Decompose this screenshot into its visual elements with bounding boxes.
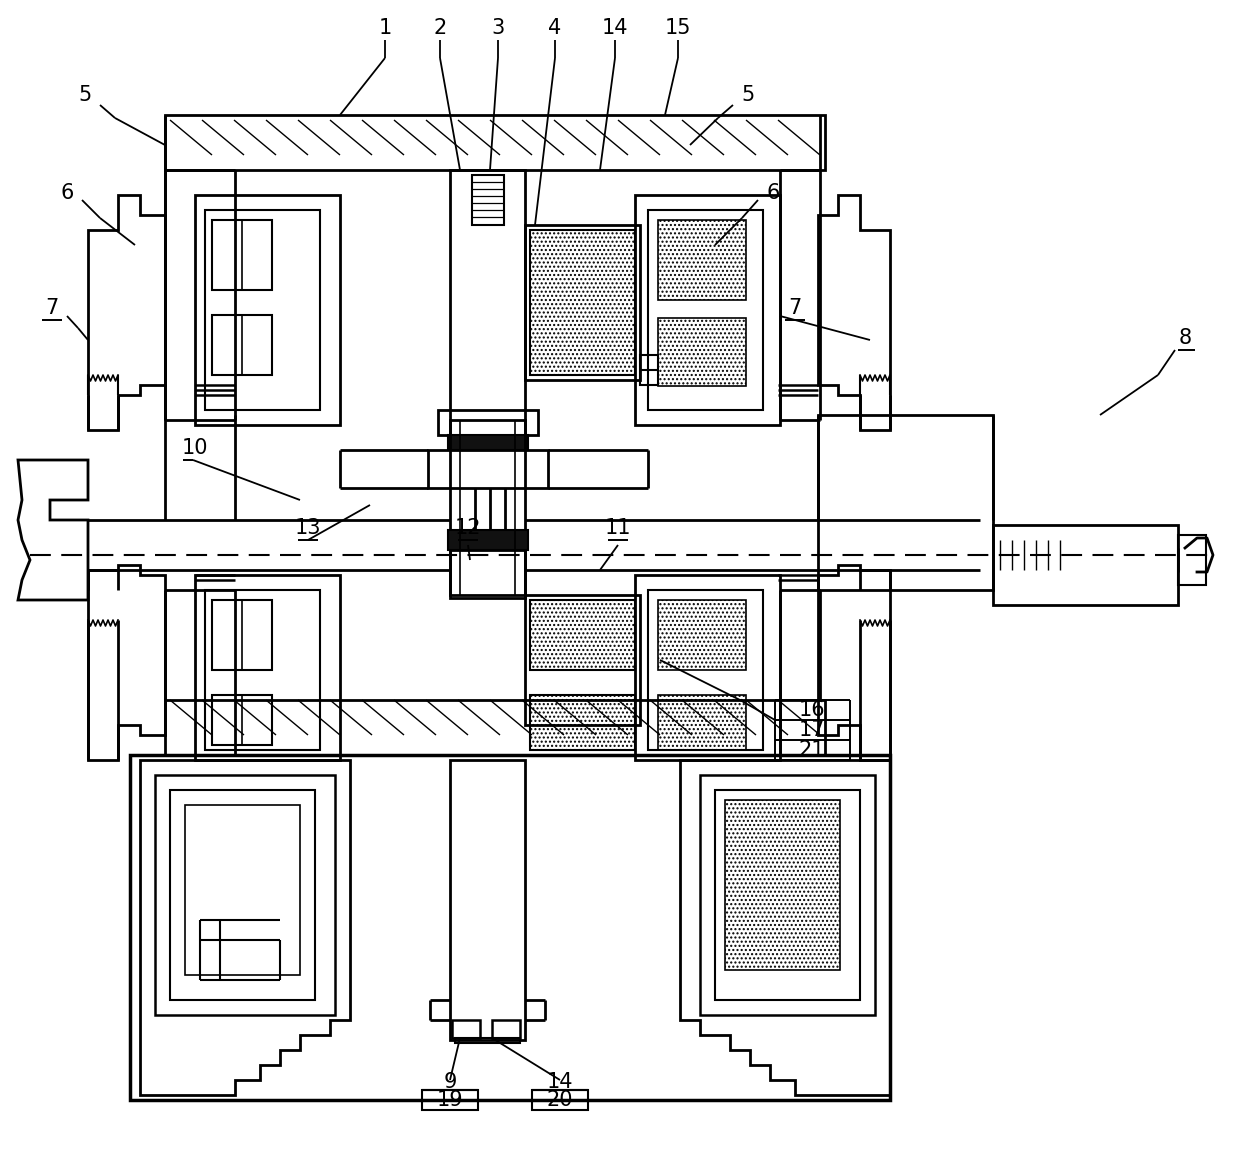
Bar [195, 575, 340, 760]
Bar [155, 775, 335, 1015]
Text: 8: 8 [1178, 328, 1192, 348]
Bar [438, 410, 538, 435]
Bar [529, 599, 635, 670]
Text: 9: 9 [444, 1072, 456, 1092]
Bar [428, 450, 548, 488]
Bar [165, 115, 825, 170]
Bar [640, 355, 658, 385]
Bar [212, 599, 272, 670]
Text: 10: 10 [182, 438, 208, 457]
Text: 14: 14 [547, 1072, 573, 1092]
Bar [725, 800, 839, 970]
Text: 17: 17 [799, 721, 826, 740]
Bar [450, 551, 525, 598]
Bar [818, 416, 993, 590]
Text: 2: 2 [433, 17, 446, 38]
Text: 5: 5 [78, 85, 92, 105]
Bar [453, 1020, 480, 1038]
Text: 6: 6 [766, 183, 780, 203]
Bar [529, 230, 635, 375]
Bar [532, 1090, 588, 1110]
Text: 6: 6 [61, 183, 73, 203]
Bar [1178, 535, 1207, 585]
Bar [701, 775, 875, 1015]
Text: 14: 14 [601, 17, 629, 38]
Text: 3: 3 [491, 17, 505, 38]
Text: 11: 11 [605, 518, 631, 538]
Bar [529, 695, 635, 750]
Text: 12: 12 [455, 518, 481, 538]
Bar [658, 220, 746, 300]
Bar [525, 225, 640, 379]
Bar [635, 575, 780, 760]
Text: 4: 4 [548, 17, 562, 38]
Bar [448, 530, 528, 551]
Text: 15: 15 [665, 17, 691, 38]
Bar [635, 196, 780, 425]
Bar [195, 196, 340, 425]
Bar [658, 599, 746, 670]
Text: 7: 7 [789, 298, 801, 318]
Bar [212, 695, 272, 745]
Bar [422, 1090, 477, 1110]
Bar [993, 525, 1178, 605]
Bar [205, 210, 320, 410]
Text: 16: 16 [799, 700, 826, 721]
Bar [185, 805, 300, 975]
Bar [715, 790, 861, 1000]
Bar [450, 170, 525, 440]
Text: 20: 20 [547, 1090, 573, 1110]
Text: 7: 7 [46, 298, 58, 318]
Bar [658, 318, 746, 386]
Bar [450, 760, 525, 1039]
Bar [649, 210, 763, 410]
Bar [658, 695, 746, 750]
Bar [448, 435, 528, 450]
Text: 21: 21 [799, 740, 826, 760]
Bar [165, 700, 825, 755]
Bar [205, 590, 320, 750]
Bar [455, 1038, 520, 1043]
Bar [649, 590, 763, 750]
Bar [450, 420, 525, 595]
Text: 13: 13 [295, 518, 321, 538]
Text: 19: 19 [436, 1090, 464, 1110]
Bar [170, 790, 315, 1000]
Bar [525, 595, 640, 725]
Bar [130, 755, 890, 1100]
Bar [492, 1020, 520, 1038]
Text: 1: 1 [378, 17, 392, 38]
Bar [472, 175, 503, 225]
Bar [212, 220, 272, 290]
Text: 5: 5 [742, 85, 755, 105]
Bar [212, 315, 272, 375]
